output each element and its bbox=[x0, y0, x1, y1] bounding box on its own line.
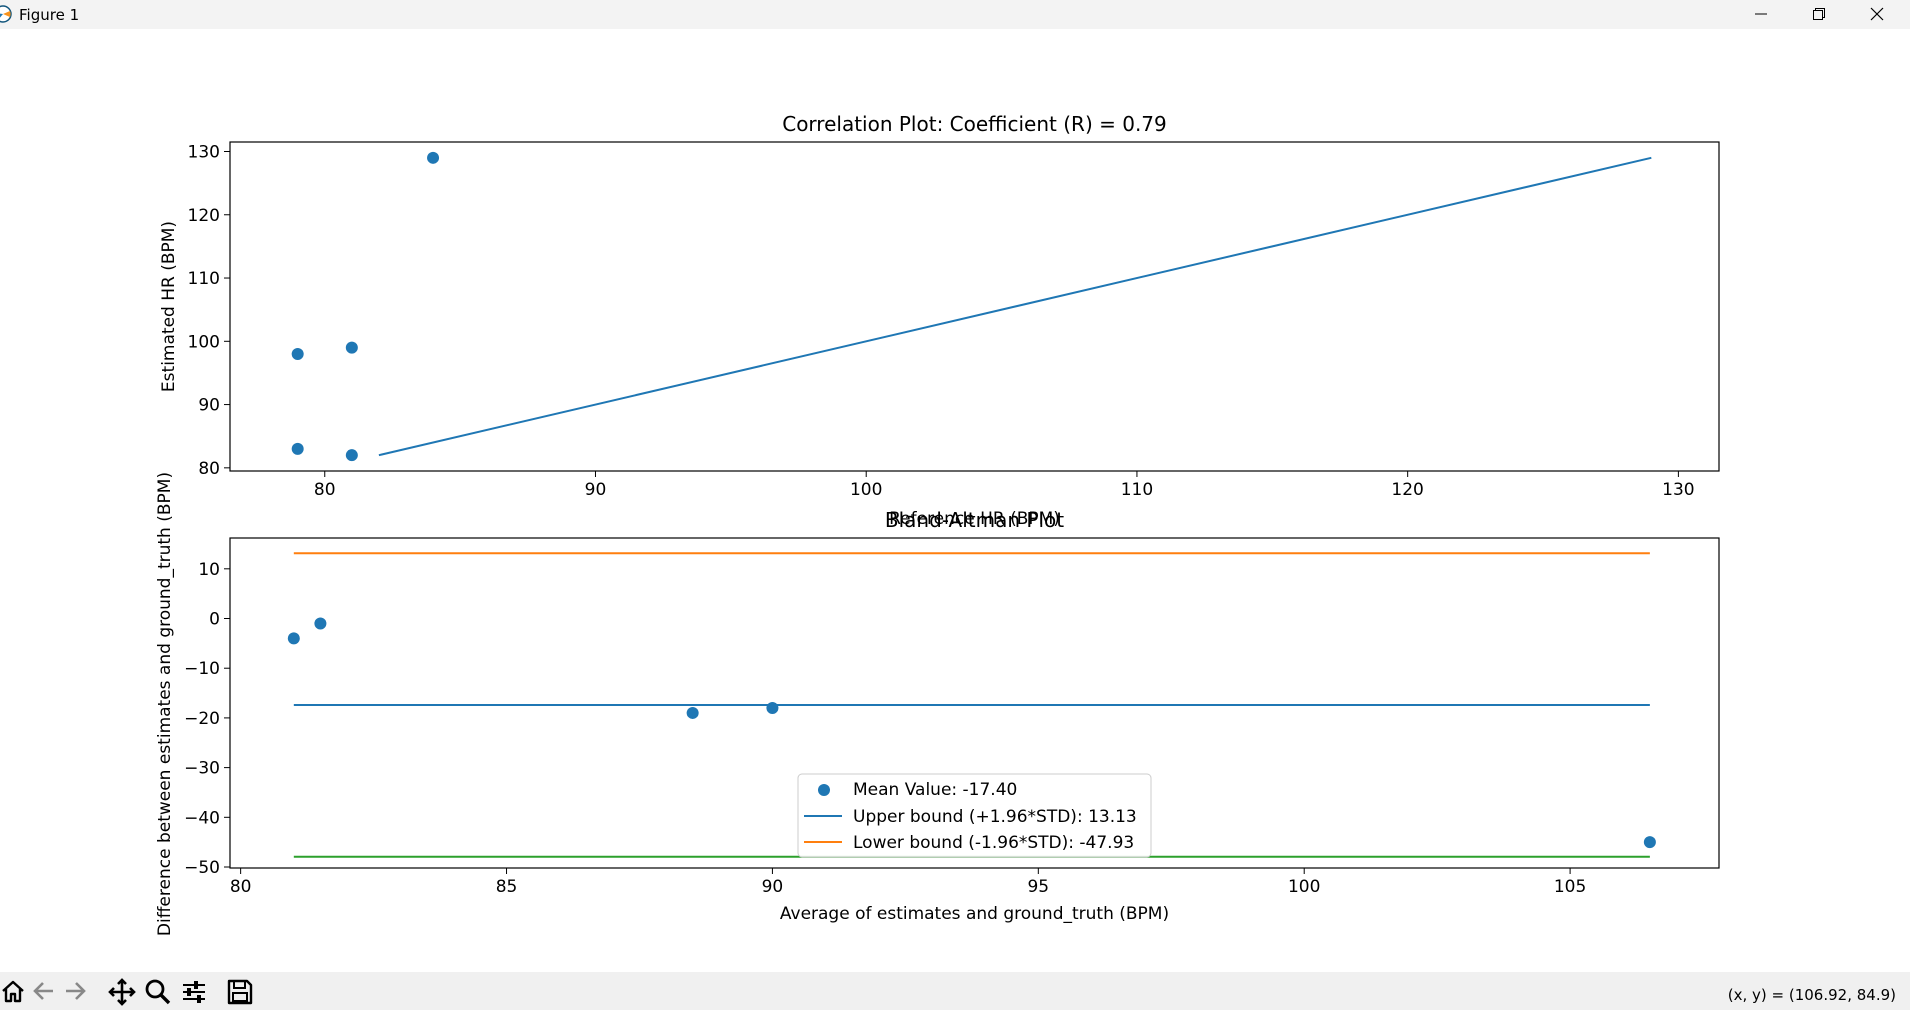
bland-altman-point bbox=[287, 632, 300, 645]
bland-altman-xtick-label: 85 bbox=[496, 877, 518, 897]
navigation-toolbar: (x, y) = (106.92, 84.9) bbox=[0, 972, 1910, 1010]
correlation-ytick-label: 130 bbox=[188, 142, 220, 162]
forward-arrow-icon bbox=[66, 982, 86, 1000]
correlation-point bbox=[291, 442, 304, 455]
bland-altman-xtick-label: 100 bbox=[1288, 877, 1320, 897]
correlation-point bbox=[291, 347, 304, 360]
configure-subplots-icon bbox=[183, 981, 205, 1003]
save-icon bbox=[227, 979, 253, 1005]
correlation-point bbox=[345, 449, 358, 462]
restore-icon bbox=[1813, 8, 1825, 20]
correlation-xtick-label: 130 bbox=[1662, 480, 1694, 500]
bland-altman-xtick-label: 80 bbox=[230, 877, 252, 897]
pan-icon bbox=[108, 978, 136, 1006]
correlation-plot-frame bbox=[229, 141, 1720, 472]
bland-altman-ytick-label: 0 bbox=[209, 610, 220, 630]
correlation-xtick-label: 110 bbox=[1121, 480, 1153, 500]
correlation-plot-title: Correlation Plot: Coefficient (R) = 0.79 bbox=[782, 112, 1167, 136]
pan-button[interactable] bbox=[108, 978, 138, 1008]
bland-altman-ytick-label: 10 bbox=[198, 560, 220, 580]
minimize-icon bbox=[1755, 13, 1767, 15]
cursor-coordinates-readout: (x, y) = (106.92, 84.9) bbox=[1727, 986, 1896, 1004]
bland-altman-ytick-label: −40 bbox=[184, 808, 220, 828]
correlation-xtick-label: 80 bbox=[314, 480, 336, 500]
bland-altman-xtick-label: 90 bbox=[762, 877, 784, 897]
minimize-button[interactable] bbox=[1732, 0, 1790, 29]
legend-label-lower: Lower bound (-1.96*STD): -47.93 bbox=[853, 833, 1134, 853]
bland-altman-plot-ylabel: Difference between estimates and ground_… bbox=[155, 472, 175, 936]
bland-altman-ytick-label: −50 bbox=[184, 858, 220, 878]
bland-altman-plot-frame bbox=[229, 537, 1720, 869]
correlation-plot: 80 90 100 110 120 130 80 90 100 110 120 130 Correla… bbox=[159, 112, 1720, 529]
correlation-plot-xlabel: Reference HR (BPM) bbox=[889, 509, 1060, 529]
bland-altman-plot-xlabel: Average of estimates and ground_truth (B… bbox=[780, 904, 1169, 924]
back-button[interactable] bbox=[31, 978, 61, 1008]
correlation-point bbox=[427, 151, 440, 164]
bland-altman-point bbox=[314, 617, 327, 630]
back-arrow-icon bbox=[33, 982, 53, 1000]
forward-button[interactable] bbox=[62, 978, 92, 1008]
window-titlebar: Figure 1 bbox=[0, 0, 1910, 29]
correlation-xtick-label: 120 bbox=[1391, 480, 1423, 500]
correlation-xtick-label: 90 bbox=[585, 480, 607, 500]
bland-altman-plot-title: Bland-Altman Plot bbox=[885, 508, 1064, 532]
bland-altman-point bbox=[766, 701, 779, 714]
bland-altman-plot: 80 85 90 95 100 105 −50 −40 −30 −20 −10 0 10 Bland-A… bbox=[155, 472, 1720, 936]
bland-altman-ytick-label: −10 bbox=[184, 659, 220, 679]
legend-box bbox=[797, 773, 1152, 858]
bland-altman-point bbox=[1643, 836, 1656, 849]
bland-altman-xtick-label: 105 bbox=[1554, 877, 1586, 897]
correlation-ytick-label: 120 bbox=[188, 206, 220, 226]
home-icon bbox=[2, 980, 24, 1003]
correlation-ytick-label: 110 bbox=[188, 269, 220, 289]
matplotlib-logo-icon bbox=[0, 5, 12, 23]
correlation-ytick-label: 80 bbox=[198, 459, 220, 479]
bland-altman-legend: Mean Value: -17.40 Upper bound (+1.96*ST… bbox=[797, 773, 1152, 858]
correlation-ytick-label: 90 bbox=[198, 396, 220, 416]
close-icon bbox=[1870, 7, 1884, 21]
save-button[interactable] bbox=[226, 978, 256, 1008]
bland-altman-point bbox=[686, 706, 699, 719]
legend-marker-mean bbox=[818, 784, 830, 796]
correlation-ytick-label: 100 bbox=[188, 332, 220, 352]
legend-label-mean: Mean Value: -17.40 bbox=[853, 780, 1017, 800]
bland-altman-ytick-label: −30 bbox=[184, 759, 220, 779]
legend-label-upper: Upper bound (+1.96*STD): 13.13 bbox=[853, 807, 1137, 827]
zoom-button[interactable] bbox=[144, 978, 174, 1008]
configure-subplots-button[interactable] bbox=[180, 978, 210, 1008]
maximize-button[interactable] bbox=[1790, 0, 1848, 29]
window-title: Figure 1 bbox=[19, 6, 80, 24]
bland-altman-xtick-label: 95 bbox=[1027, 877, 1049, 897]
correlation-xtick-label: 100 bbox=[850, 480, 882, 500]
zoom-icon bbox=[145, 979, 171, 1005]
correlation-plot-ylabel: Estimated HR (BPM) bbox=[159, 221, 179, 392]
home-button[interactable] bbox=[0, 978, 30, 1008]
identity-line bbox=[378, 156, 1652, 457]
bland-altman-ytick-label: −20 bbox=[184, 709, 220, 729]
close-button[interactable] bbox=[1848, 0, 1906, 29]
correlation-point bbox=[345, 341, 358, 354]
